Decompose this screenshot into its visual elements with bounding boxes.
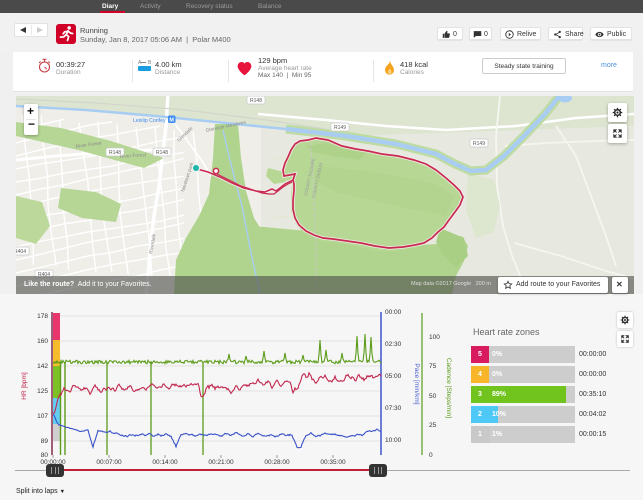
svg-text:R148: R148 [109,150,121,156]
svg-text:River Forest: River Forest [120,152,147,160]
svg-text:25: 25 [429,422,437,429]
svg-text:142: 142 [37,363,48,370]
svg-text:10:00: 10:00 [385,437,402,444]
svg-text:160: 160 [37,338,48,345]
svg-text:02:30: 02:30 [385,341,402,348]
svg-text:125: 125 [37,388,48,395]
svg-text:Leixlip Confey: Leixlip Confey [133,118,166,124]
svg-text:Riverdale: Riverdale [148,233,157,254]
svg-text:00:00: 00:00 [385,309,402,316]
svg-text:R149: R149 [473,141,485,147]
svg-text:107: 107 [37,413,48,420]
svg-text:Cadence [Steps/min]: Cadence [Steps/min] [445,358,452,419]
svg-text:HR [bpm]: HR [bpm] [21,372,28,400]
svg-text:M: M [169,118,174,124]
svg-text:89: 89 [41,438,49,445]
svg-text:00:28:00: 00:28:00 [264,459,290,466]
svg-text:R148: R148 [250,98,262,104]
svg-text:05:00: 05:00 [385,373,402,380]
svg-text:50: 50 [429,393,437,400]
svg-text:00:14:00: 00:14:00 [152,459,178,466]
svg-text:00:07:00: 00:07:00 [96,459,122,466]
svg-text:00:00:00: 00:00:00 [40,459,66,466]
svg-text:100: 100 [429,334,440,341]
svg-text:R149: R149 [334,125,346,131]
svg-text:R404: R404 [38,272,50,278]
svg-text:Pace [min/km]: Pace [min/km] [413,363,420,404]
svg-text:R404: R404 [16,249,26,255]
svg-text:R148: R148 [156,150,168,156]
svg-text:80: 80 [41,452,49,459]
svg-text:00:35:00: 00:35:00 [320,459,346,466]
svg-text:River Forest: River Forest [75,140,102,150]
svg-text:178: 178 [37,313,48,320]
svg-text:00:21:00: 00:21:00 [208,459,234,466]
svg-text:07:30: 07:30 [385,405,402,412]
svg-text:0: 0 [429,452,433,459]
svg-text:75: 75 [429,363,437,370]
